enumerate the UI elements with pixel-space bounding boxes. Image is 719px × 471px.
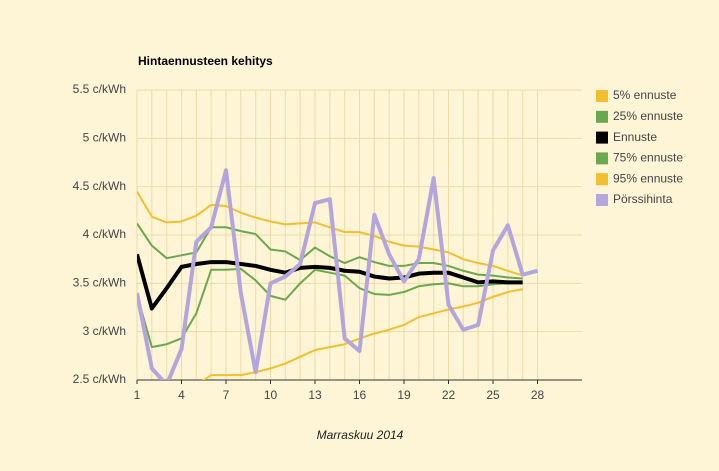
legend-swatch: [596, 110, 608, 123]
legend-swatch: [596, 194, 608, 206]
x-tick-label: 13: [308, 388, 322, 402]
x-tick-label: 7: [223, 388, 230, 402]
x-tick-label: 28: [531, 388, 545, 402]
x-axis-label: Marraskuu 2014: [317, 428, 404, 442]
x-tick-label: 4: [178, 388, 185, 402]
labels: 2.5 c/kWh 3 c/kWh 3.5 c/kWh 4 c/kWh 4.5 c/kW…: [73, 82, 684, 402]
legend-label: Ennuste: [613, 130, 657, 144]
series-line: [137, 267, 523, 349]
chart-title: Hintaennusteen kehitys: [138, 54, 273, 68]
x-tick-label: 10: [264, 388, 278, 402]
legend-swatch: [596, 173, 608, 186]
x-tick-label: 25: [486, 388, 500, 402]
y-tick-label: 5.5 c/kWh: [73, 82, 126, 96]
y-tick-label: 4 c/kWh: [83, 227, 126, 241]
series-line: [137, 222, 523, 280]
legend-swatch: [596, 90, 608, 102]
legend-label: 95% ennuste: [613, 171, 683, 185]
legend-label: Pörssihinta: [613, 192, 673, 206]
plot: [137, 168, 539, 380]
legend-label: 5% ennuste: [613, 88, 677, 102]
grid: [136, 89, 582, 384]
legend-swatch: [596, 152, 608, 165]
y-tick-label: 3.5 c/kWh: [73, 276, 126, 290]
legend-label: 75% ennuste: [613, 151, 683, 165]
x-tick-label: 19: [397, 388, 411, 402]
legend-swatch: [596, 131, 608, 144]
x-tick-label: 1: [134, 388, 141, 402]
series-line: [137, 253, 523, 311]
legend-label: 25% ennuste: [613, 109, 683, 123]
y-tick-label: 5 c/kWh: [83, 131, 126, 145]
x-tick-label: 22: [442, 388, 456, 402]
x-tick-label: 16: [353, 388, 367, 402]
y-tick-label: 2.5 c/kWh: [73, 372, 126, 386]
y-tick-label: 3 c/kWh: [83, 324, 126, 338]
y-tick-label: 4.5 c/kWh: [73, 179, 126, 193]
series-line: [137, 168, 539, 380]
series-line: [137, 190, 523, 277]
